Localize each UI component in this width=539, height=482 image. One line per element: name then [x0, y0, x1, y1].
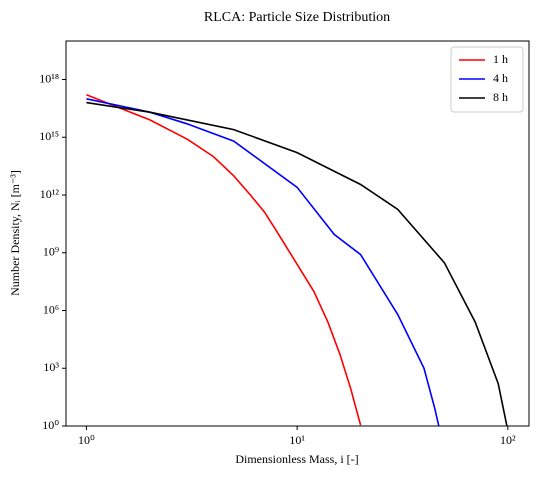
x-tick-label: 10¹: [289, 433, 305, 447]
plot-lines: [86, 94, 508, 426]
y-axis-label: Number Density, Nᵢ [m⁻³]: [8, 170, 22, 296]
x-tick-label: 10⁰: [78, 433, 95, 447]
y-tick-label: 10⁶: [43, 302, 59, 316]
legend-label: 1 h: [493, 52, 508, 66]
y-tick-label: 10⁹: [43, 245, 59, 259]
legend-label: 8 h: [493, 90, 508, 104]
y-tick-label: 10¹⁸: [39, 71, 59, 85]
y-tick-label: 10³: [43, 360, 59, 374]
legend-box: [450, 46, 524, 113]
plot-frame: [65, 40, 530, 427]
y-tick-label: 10¹²: [40, 187, 60, 201]
data-line: [86, 98, 440, 426]
data-line: [86, 101, 508, 426]
data-line: [86, 94, 362, 426]
legend-label: 4 h: [493, 71, 508, 85]
x-tick-label: 10²: [500, 433, 516, 447]
x-axis-label: Dimensionless Mass, i [-]: [235, 452, 358, 466]
y-tick-label: 10⁰: [42, 418, 59, 432]
y-tick-label: 10¹⁵: [39, 129, 59, 143]
chart-title: RLCA: Particle Size Distribution: [204, 10, 390, 25]
